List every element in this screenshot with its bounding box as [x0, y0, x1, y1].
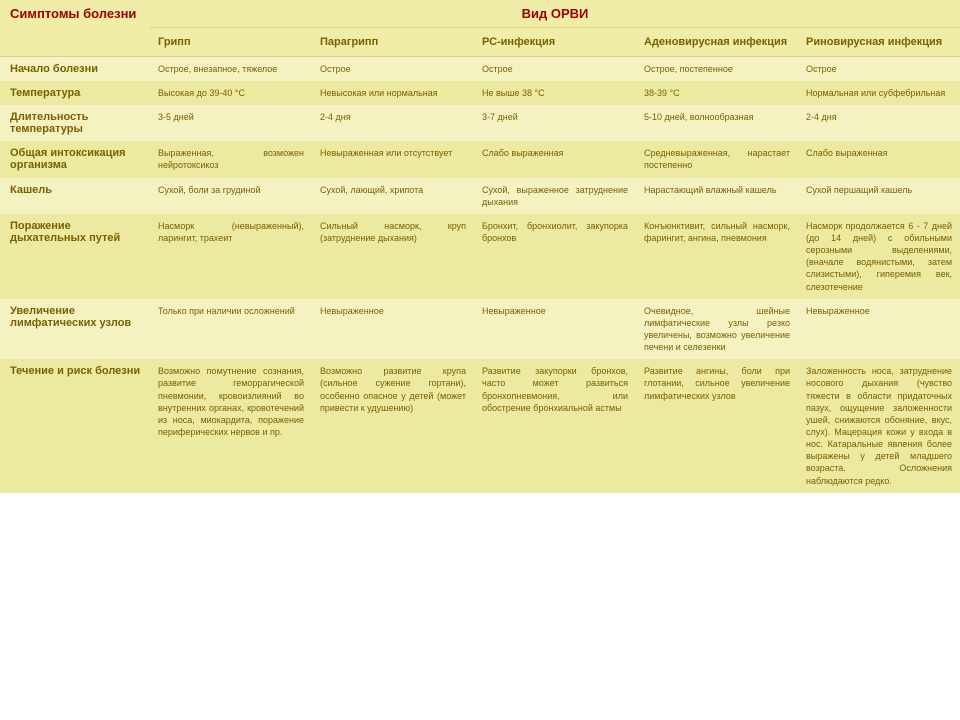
cell: Возможно помутнение сознания, развитие г… [150, 359, 312, 492]
cell: Насморк (невыраженный), ларингит, трахеи… [150, 214, 312, 299]
symptom-label: Поражение дыхательных путей [0, 214, 150, 299]
col-header-rs: РС-инфекция [474, 28, 636, 57]
symptom-label: Начало болезни [0, 57, 150, 82]
cell: Сильный насморк, круп (затруднение дыхан… [312, 214, 474, 299]
cell: Невысокая или нормальная [312, 81, 474, 105]
cell: Насморк продолжается 6 - 7 дней (до 14 д… [798, 214, 960, 299]
cell: Сухой першащий кашель [798, 178, 960, 214]
cell: Развитие закупорки бронхов, часто может … [474, 359, 636, 492]
cell: 3-7 дней [474, 105, 636, 141]
cell: Острое [798, 57, 960, 82]
symptom-label: Длительность температуры [0, 105, 150, 141]
vid-orvi-header: Вид ОРВИ [150, 0, 960, 28]
symptom-label: Увеличение лимфатических узлов [0, 299, 150, 360]
table-row: Течение и риск болезни Возможно помутнен… [0, 359, 960, 492]
cell: Сухой, выраженное затруднение дыхания [474, 178, 636, 214]
col-header-adeno: Аденовирусная инфекция [636, 28, 798, 57]
cell: 2-4 дня [798, 105, 960, 141]
symptom-label: Температура [0, 81, 150, 105]
cell: 2-4 дня [312, 105, 474, 141]
cell: Слабо выраженная [474, 141, 636, 177]
cell: Нормальная или субфебрильная [798, 81, 960, 105]
cell: 38-39 °C [636, 81, 798, 105]
cell: Невыраженное [312, 299, 474, 360]
cell: Невыраженная или отсутствует [312, 141, 474, 177]
table-row: Увеличение лимфатических узлов Только пр… [0, 299, 960, 360]
symptom-label: Кашель [0, 178, 150, 214]
cell: Острое, внезапное, тяжелое [150, 57, 312, 82]
cell: Очевидное, шейные лимфатические узлы рез… [636, 299, 798, 360]
col-header-gripp: Грипп [150, 28, 312, 57]
cell: Выраженная, возможен нейротоксикоз [150, 141, 312, 177]
cell: 5-10 дней, волнообразная [636, 105, 798, 141]
table-row: Температура Высокая до 39-40 °C Невысока… [0, 81, 960, 105]
cell: Конъюнктивит, сильный насморк, фарингит,… [636, 214, 798, 299]
cell: Сухой, боли за грудиной [150, 178, 312, 214]
cell: Острое [474, 57, 636, 82]
table-body: Начало болезни Острое, внезапное, тяжело… [0, 57, 960, 493]
cell: Не выше 38 °C [474, 81, 636, 105]
cell: Острое [312, 57, 474, 82]
orvi-comparison-table: Симптомы болезни Вид ОРВИ Грипп Парагрип… [0, 0, 960, 493]
table-row: Длительность температуры 3-5 дней 2-4 дн… [0, 105, 960, 141]
cell: Высокая до 39-40 °C [150, 81, 312, 105]
cell: Сухой, лающий, хрипота [312, 178, 474, 214]
table-row: Кашель Сухой, боли за грудиной Сухой, ла… [0, 178, 960, 214]
symptom-label: Течение и риск болезни [0, 359, 150, 492]
cell: Средневыраженная, нарастает постепенно [636, 141, 798, 177]
table-row: Поражение дыхательных путей Насморк (нев… [0, 214, 960, 299]
cell: 3-5 дней [150, 105, 312, 141]
col-header-rhino: Риновирусная инфекция [798, 28, 960, 57]
symptom-label: Общая интоксикация организма [0, 141, 150, 177]
cell: Невыраженное [798, 299, 960, 360]
cell: Острое, постепенное [636, 57, 798, 82]
cell: Заложенность носа, затруднение носового … [798, 359, 960, 492]
table-row: Общая интоксикация организма Выраженная,… [0, 141, 960, 177]
cell: Развитие ангины, боли при глотании, силь… [636, 359, 798, 492]
cell: Нарастающий влажный кашель [636, 178, 798, 214]
cell: Только при наличии осложнений [150, 299, 312, 360]
col-header-paragripp: Парагрипп [312, 28, 474, 57]
cell: Бронхит, бронхиолит, закупорка бронхов [474, 214, 636, 299]
cell: Невыраженное [474, 299, 636, 360]
symptoms-header: Симптомы болезни [0, 0, 150, 57]
table-row: Начало болезни Острое, внезапное, тяжело… [0, 57, 960, 82]
cell: Возможно развитие крупа (сильное сужение… [312, 359, 474, 492]
cell: Слабо выраженная [798, 141, 960, 177]
